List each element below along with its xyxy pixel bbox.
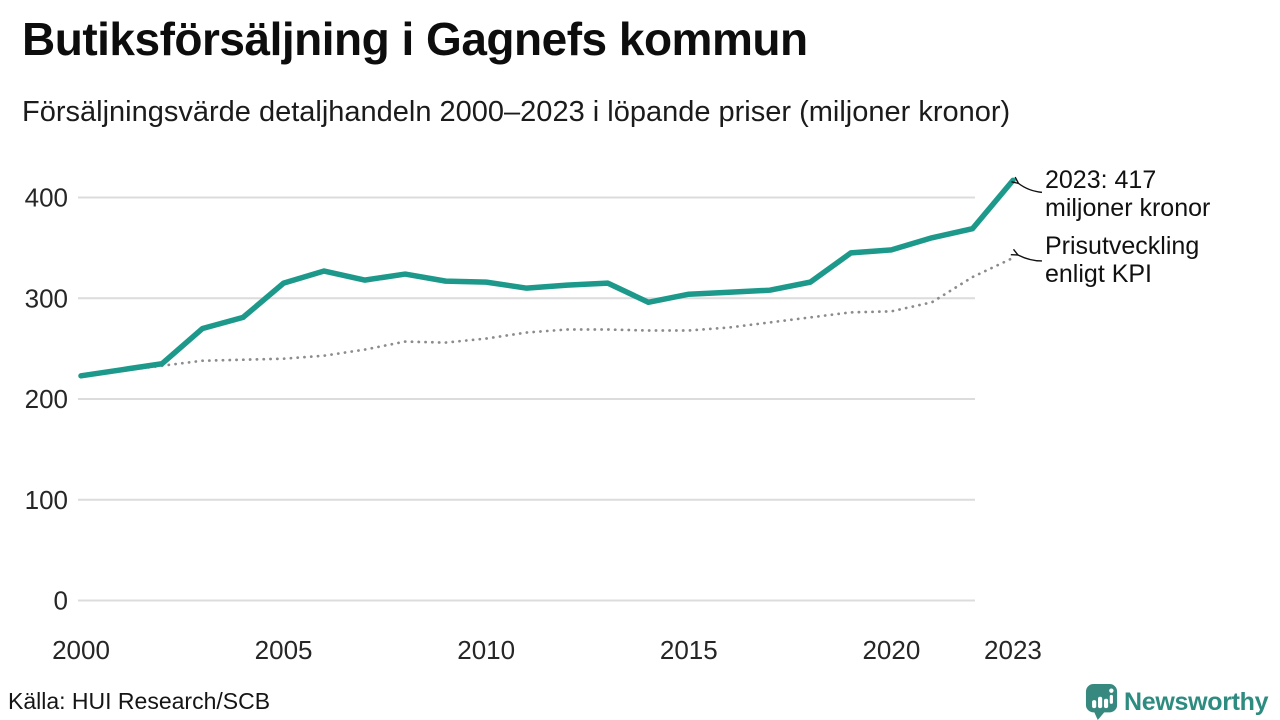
x-tick-2005: 2005 <box>255 635 313 665</box>
axis-labels: 0 100 200 300 400 2000 2005 2010 2015 2020 2023 <box>25 183 1042 666</box>
data-series <box>78 177 1016 379</box>
arrow-latest-value <box>1018 183 1043 194</box>
x-tick-2023: 2023 <box>984 635 1042 665</box>
newsworthy-logo: Newsworthy <box>1085 683 1269 720</box>
x-tick-2015: 2015 <box>660 635 718 665</box>
x-tick-2020: 2020 <box>862 635 920 665</box>
annotation-latest-value: 2023: 417 miljoner kronor <box>1045 166 1210 222</box>
y-tick-100: 100 <box>25 485 68 515</box>
y-tick-200: 200 <box>25 384 68 414</box>
y-tick-400: 400 <box>25 183 68 213</box>
arrow-kpi-label <box>1018 255 1042 262</box>
annotation-kpi-line2: enligt KPI <box>1045 260 1153 288</box>
source-credit: Källa: HUI Research/SCB <box>8 688 271 714</box>
page-subtitle: Försäljningsvärde detaljhandeln 2000–202… <box>22 96 1011 128</box>
annotation-latest-line1: 2023: 417 <box>1045 166 1157 194</box>
sales-line <box>78 177 1016 379</box>
newsworthy-logo-icon <box>1085 684 1118 720</box>
annotation-kpi-line1: Prisutveckling <box>1045 232 1200 260</box>
kpi-dotted-line <box>79 256 1015 378</box>
page-title: Butiksförsäljning i Gagnefs kommun <box>22 13 808 65</box>
x-tick-2010: 2010 <box>457 635 515 665</box>
annotation-kpi-label: Prisutveckling enligt KPI <box>1045 232 1199 288</box>
annotation-arrows <box>1018 183 1043 262</box>
y-tick-300: 300 <box>25 283 68 313</box>
y-tick-0: 0 <box>54 586 68 616</box>
annotation-latest-line2: miljoner kronor <box>1045 194 1211 222</box>
newsworthy-logo-text: Newsworthy <box>1124 687 1269 716</box>
x-tick-2000: 2000 <box>52 635 110 665</box>
gridlines <box>78 196 975 602</box>
